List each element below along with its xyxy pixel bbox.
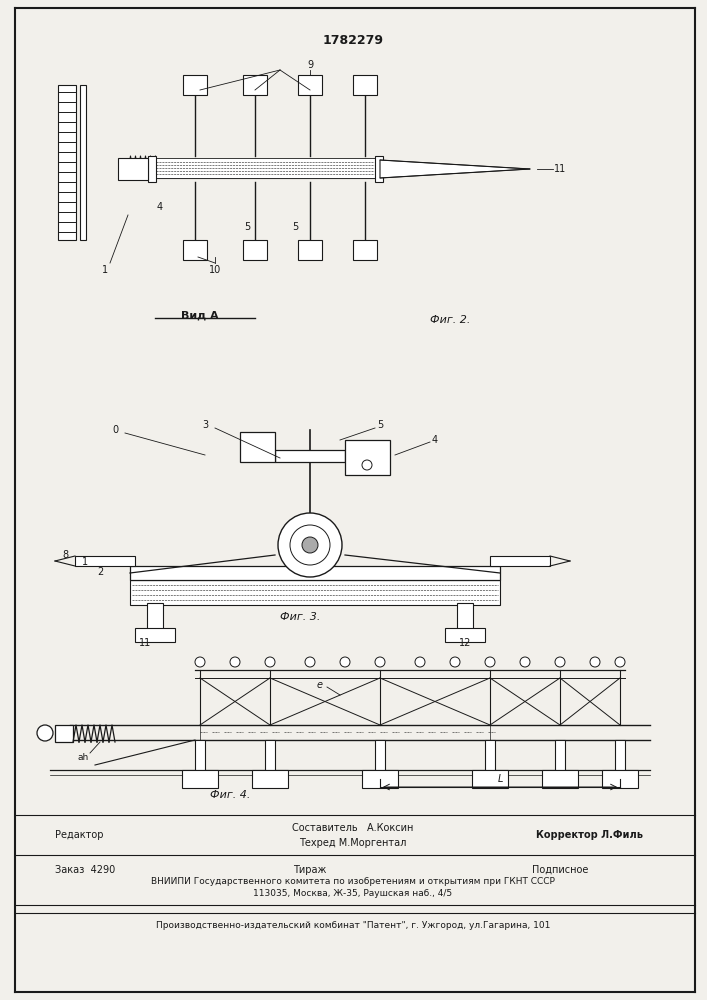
Bar — [135, 628, 175, 642]
Bar — [490, 556, 550, 566]
Bar — [243, 75, 267, 95]
Bar — [118, 158, 148, 180]
Circle shape — [590, 657, 600, 667]
Bar — [265, 740, 275, 770]
Circle shape — [290, 525, 330, 565]
Circle shape — [278, 513, 342, 577]
Bar — [75, 556, 135, 566]
Bar — [472, 770, 508, 788]
Circle shape — [305, 657, 315, 667]
Circle shape — [485, 657, 495, 667]
Text: Составитель   А.Коксин: Составитель А.Коксин — [292, 823, 414, 833]
Bar — [183, 75, 207, 95]
Text: 11: 11 — [554, 164, 566, 174]
Bar — [445, 628, 485, 642]
Text: 5: 5 — [377, 420, 383, 430]
Text: 0: 0 — [112, 425, 118, 435]
Text: Фиг. 4.: Фиг. 4. — [210, 790, 250, 800]
Text: 4: 4 — [157, 202, 163, 212]
Text: 3: 3 — [202, 420, 208, 430]
Text: 113035, Москва, Ж-35, Раушская наб., 4/5: 113035, Москва, Ж-35, Раушская наб., 4/5 — [253, 888, 452, 898]
Text: 5: 5 — [292, 222, 298, 232]
Bar — [298, 240, 322, 260]
Circle shape — [340, 657, 350, 667]
Bar — [148, 156, 156, 182]
Text: 8: 8 — [62, 550, 68, 560]
Bar — [252, 770, 288, 788]
Bar — [298, 75, 322, 95]
Bar — [375, 740, 385, 770]
Text: е: е — [317, 680, 323, 690]
Bar — [55, 725, 73, 742]
Bar — [542, 770, 578, 788]
Circle shape — [450, 657, 460, 667]
Text: L: L — [497, 774, 503, 784]
Text: 12: 12 — [459, 638, 471, 648]
Polygon shape — [380, 160, 530, 178]
Circle shape — [37, 725, 53, 741]
Text: Производственно-издательский комбинат "Патент", г. Ужгород, ул.Гагарина, 101: Производственно-издательский комбинат "П… — [156, 920, 550, 930]
Text: Тираж: Тираж — [293, 865, 327, 875]
Bar — [555, 740, 565, 770]
Text: Фиг. 3.: Фиг. 3. — [280, 612, 320, 622]
Bar — [155, 158, 375, 178]
Text: 4: 4 — [432, 435, 438, 445]
Text: 1: 1 — [102, 265, 108, 275]
Bar — [243, 240, 267, 260]
Bar — [240, 432, 275, 462]
Circle shape — [230, 657, 240, 667]
Text: 11: 11 — [139, 638, 151, 648]
Bar — [485, 740, 495, 770]
Bar — [183, 240, 207, 260]
Bar — [345, 440, 390, 475]
Text: 5: 5 — [244, 222, 250, 232]
Text: Подписное: Подписное — [532, 865, 588, 875]
Text: 2: 2 — [97, 567, 103, 577]
Circle shape — [615, 657, 625, 667]
Circle shape — [520, 657, 530, 667]
Bar — [353, 75, 377, 95]
Bar — [182, 770, 218, 788]
Bar — [147, 603, 163, 630]
Bar — [375, 156, 383, 182]
Bar — [58, 85, 76, 240]
Text: Редактор: Редактор — [55, 830, 103, 840]
Circle shape — [195, 657, 205, 667]
Circle shape — [555, 657, 565, 667]
Text: Заказ  4290: Заказ 4290 — [55, 865, 115, 875]
Bar — [362, 770, 398, 788]
Circle shape — [375, 657, 385, 667]
Bar — [615, 740, 625, 770]
Text: 9: 9 — [307, 60, 313, 70]
Bar — [80, 85, 86, 240]
Text: ВНИИПИ Государственного комитета по изобретениям и открытиям при ГКНТ СССР: ВНИИПИ Государственного комитета по изоб… — [151, 878, 555, 886]
Bar — [353, 240, 377, 260]
Bar — [155, 166, 375, 178]
Circle shape — [415, 657, 425, 667]
Circle shape — [302, 537, 318, 553]
Text: 1782279: 1782279 — [322, 33, 383, 46]
Circle shape — [265, 657, 275, 667]
Bar — [130, 566, 500, 580]
Bar — [200, 725, 490, 740]
Bar — [275, 450, 345, 462]
Text: Корректор Л.Филь: Корректор Л.Филь — [537, 830, 643, 840]
Text: 10: 10 — [209, 265, 221, 275]
Bar — [195, 740, 205, 770]
Text: Фиг. 2.: Фиг. 2. — [430, 315, 470, 325]
Text: Вид А: Вид А — [181, 310, 218, 320]
Text: Техред М.Моргентал: Техред М.Моргентал — [299, 838, 407, 848]
Circle shape — [362, 460, 372, 470]
Bar — [602, 770, 638, 788]
Text: аh: аh — [78, 752, 89, 762]
Text: 1: 1 — [82, 557, 88, 567]
Bar — [130, 580, 500, 605]
Bar — [457, 603, 473, 630]
